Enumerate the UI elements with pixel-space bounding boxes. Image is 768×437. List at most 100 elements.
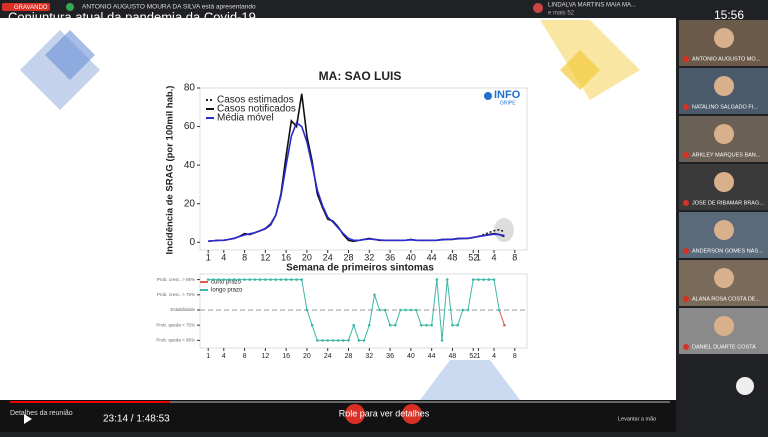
x-tick-label: 12	[260, 252, 270, 262]
participant-face	[714, 268, 734, 288]
x-tick-label: 40	[407, 353, 415, 360]
point	[435, 278, 439, 281]
y-tick-label: Estabilidade	[170, 307, 195, 312]
x-tick-label: 44	[427, 252, 437, 262]
decor	[560, 50, 600, 90]
participant-name: ANTONIO AUGUSTO MO...	[692, 56, 761, 62]
series-line	[208, 121, 505, 242]
legend-label: Casos estimados	[217, 95, 294, 106]
point	[227, 278, 231, 281]
x-tick-label: 8	[512, 252, 517, 262]
x-tick-label: 44	[428, 353, 436, 360]
point	[383, 308, 387, 312]
y-tick-label: 0	[189, 237, 195, 248]
point	[373, 293, 376, 297]
x-tick-label: 24	[323, 252, 333, 262]
logo-sub: GRIPE	[500, 100, 516, 106]
legend-label: curto prazo	[211, 280, 242, 286]
participant-name: ARKLEY MARQUES BAN...	[692, 152, 761, 158]
presenter: ANTONIO AUGUSTO MOURA DA SILVA está apre…	[82, 4, 256, 11]
plot-frame	[199, 273, 528, 349]
clock: 15:56	[714, 8, 744, 22]
plot-frame	[199, 87, 528, 251]
point	[456, 323, 459, 327]
legend-label: Casos notificados	[217, 104, 296, 115]
x-tick-label: 52	[469, 353, 477, 360]
y-tick-label: Prob. cresc. > 75%	[157, 292, 195, 297]
point	[316, 339, 319, 342]
point	[482, 278, 485, 281]
x-axis-label: Semana de primeiros sintomas	[286, 263, 434, 274]
x-tick-label: 1	[476, 252, 481, 262]
x-tick-label: 36	[386, 353, 394, 360]
point	[466, 308, 470, 312]
point	[232, 278, 236, 281]
point	[445, 278, 449, 281]
top-bar	[0, 0, 768, 12]
mic-off	[683, 200, 689, 206]
point	[243, 278, 246, 281]
play-button[interactable]	[24, 414, 32, 424]
decor	[420, 360, 520, 400]
recording: GRAVANDO	[14, 5, 48, 11]
x-tick-label: 20	[302, 252, 312, 262]
series-line	[498, 309, 505, 326]
mic-off	[683, 344, 689, 350]
point	[321, 339, 324, 342]
participant-face	[714, 76, 734, 96]
x-tick-label: 52	[468, 252, 478, 262]
rec-badge	[2, 3, 50, 11]
x-tick-label: 48	[447, 252, 457, 262]
point	[409, 308, 413, 312]
legend-label: Média móvel	[217, 113, 274, 124]
participant-face	[714, 124, 734, 144]
mic-off	[683, 296, 689, 302]
x-tick-label: 12	[261, 353, 269, 360]
point	[419, 323, 423, 327]
x-tick-label: 1	[206, 353, 210, 360]
x-tick-label: 8	[242, 252, 247, 262]
participant-face	[714, 316, 734, 336]
x-tick-label: 28	[344, 252, 354, 262]
x-tick-label: 16	[282, 353, 290, 360]
y-tick-label: Prob. queda > 95%	[156, 338, 195, 343]
mic-off	[683, 104, 689, 110]
button[interactable]	[345, 404, 365, 424]
participant-face	[714, 28, 734, 48]
point	[461, 308, 465, 312]
point	[248, 278, 252, 281]
point	[352, 323, 356, 327]
button[interactable]	[402, 404, 422, 424]
participant-name: JOSE DE RIBAMAR BRAG...	[692, 200, 764, 206]
point	[393, 323, 397, 327]
point	[492, 278, 496, 281]
x-tick-label: 48	[449, 353, 457, 360]
participant-name: ANDERSON GOMES NAS...	[692, 248, 763, 254]
x-tick-label: 4	[222, 353, 226, 360]
x-tick-label: 40	[406, 252, 416, 262]
x-tick-label: 4	[221, 252, 226, 262]
point	[357, 339, 361, 342]
mic-off	[683, 152, 689, 158]
avatar	[66, 3, 74, 11]
x-tick-label: 16	[281, 252, 291, 262]
participant-face	[714, 172, 734, 192]
raise-hand[interactable]: Levantar a mão	[618, 416, 656, 422]
y-tick-label: 20	[184, 198, 196, 209]
point	[388, 323, 392, 327]
participant-face	[714, 220, 734, 240]
point	[222, 278, 226, 281]
point	[300, 278, 304, 281]
logo: INFO	[494, 89, 521, 101]
point	[497, 308, 501, 312]
point	[295, 278, 298, 281]
details[interactable]: Detalhes da reunião	[10, 410, 73, 417]
point	[477, 278, 480, 281]
point	[336, 339, 340, 342]
participant-name: DANIEL DUARTE COSTA	[692, 344, 756, 350]
point	[258, 278, 262, 281]
point	[264, 278, 267, 281]
point	[305, 308, 309, 312]
